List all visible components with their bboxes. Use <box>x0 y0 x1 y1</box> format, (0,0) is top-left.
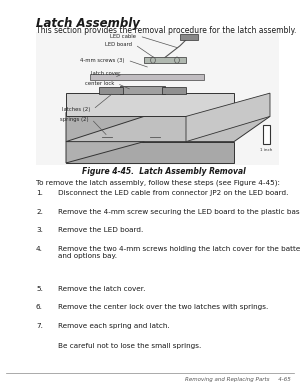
Text: Be careful not to lose the small springs.: Be careful not to lose the small springs… <box>58 343 202 349</box>
Text: 7.: 7. <box>36 323 43 329</box>
Text: 3.: 3. <box>36 227 43 233</box>
Text: To remove the latch assembly, follow these steps (see Figure 4-45):: To remove the latch assembly, follow the… <box>36 179 280 186</box>
Polygon shape <box>120 86 165 94</box>
Text: Remove the two 4-mm screws holding the latch cover for the battery bay
and optio: Remove the two 4-mm screws holding the l… <box>58 246 300 259</box>
Polygon shape <box>90 74 204 80</box>
FancyBboxPatch shape <box>36 32 279 165</box>
Text: Remove the 4-mm screw securing the LED board to the plastic base.: Remove the 4-mm screw securing the LED b… <box>58 209 300 215</box>
Text: Latch Assembly: Latch Assembly <box>36 17 140 31</box>
Bar <box>262 125 270 144</box>
Polygon shape <box>66 142 234 163</box>
Text: LED cable: LED cable <box>110 34 136 38</box>
Text: Figure 4-45.  Latch Assembly Removal: Figure 4-45. Latch Assembly Removal <box>82 167 245 176</box>
Text: 6.: 6. <box>36 304 43 310</box>
Text: center lock: center lock <box>85 81 114 86</box>
Polygon shape <box>162 87 186 94</box>
Text: 4-mm screws (3): 4-mm screws (3) <box>80 58 124 62</box>
Polygon shape <box>66 93 234 116</box>
Text: 1.: 1. <box>36 190 43 196</box>
Text: Remove the latch cover.: Remove the latch cover. <box>58 286 146 291</box>
Text: 2.: 2. <box>36 209 43 215</box>
Text: 1 inch: 1 inch <box>260 148 272 152</box>
Text: springs (2): springs (2) <box>60 117 88 121</box>
Text: latches (2): latches (2) <box>61 107 90 112</box>
Polygon shape <box>66 116 270 142</box>
Polygon shape <box>186 93 270 142</box>
Polygon shape <box>180 34 198 40</box>
Text: This section provides the removal procedure for the latch assembly.: This section provides the removal proced… <box>36 26 296 35</box>
Text: latch cover: latch cover <box>91 71 120 76</box>
Text: Remove each spring and latch.: Remove each spring and latch. <box>58 323 170 329</box>
Text: 5.: 5. <box>36 286 43 291</box>
Text: 4.: 4. <box>36 246 43 252</box>
Text: Removing and Replacing Parts     4-65: Removing and Replacing Parts 4-65 <box>185 377 291 382</box>
Text: Remove the center lock over the two latches with springs.: Remove the center lock over the two latc… <box>58 304 269 310</box>
Polygon shape <box>66 93 144 163</box>
Text: Remove the LED board.: Remove the LED board. <box>58 227 144 233</box>
Text: Disconnect the LED cable from connector JP2 on the LED board.: Disconnect the LED cable from connector … <box>58 190 289 196</box>
Polygon shape <box>144 57 186 63</box>
Text: LED board: LED board <box>105 42 132 47</box>
Polygon shape <box>99 87 123 94</box>
